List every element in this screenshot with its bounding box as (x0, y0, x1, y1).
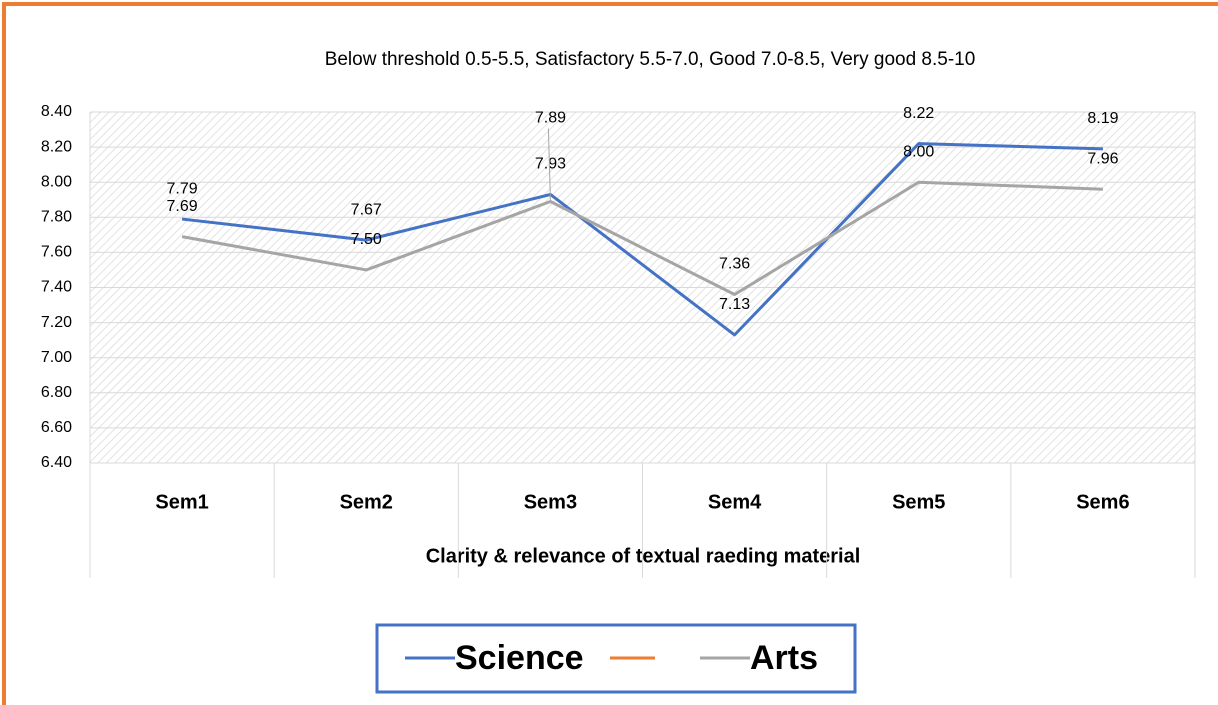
data-label: 7.89 (535, 110, 566, 127)
x-tick-label: Sem6 (1076, 491, 1129, 513)
y-tick-label: 8.40 (41, 103, 72, 120)
y-tick-label: 7.00 (41, 349, 72, 366)
x-tick-label: Sem4 (708, 491, 762, 513)
y-tick-label: 8.00 (41, 173, 72, 190)
data-label: 7.13 (719, 296, 750, 313)
data-label: 8.22 (903, 105, 934, 122)
data-label: 8.19 (1087, 110, 1118, 127)
x-tick-label: Sem5 (892, 491, 945, 513)
y-tick-label: 8.20 (41, 138, 72, 155)
series-line (181, 142, 1103, 337)
data-label: 8.00 (903, 143, 934, 160)
data-label: 7.36 (719, 256, 750, 273)
legend-label: Arts (750, 639, 818, 677)
data-label: 7.69 (167, 198, 198, 215)
y-tick-label: 7.80 (41, 209, 72, 226)
y-tick-label: 6.40 (41, 454, 72, 471)
data-label: 7.96 (1087, 150, 1118, 167)
x-tick-label: Sem1 (155, 491, 208, 513)
y-tick-label: 7.40 (41, 279, 72, 296)
data-label: 7.79 (167, 180, 198, 197)
y-tick-label: 6.80 (41, 384, 72, 401)
y-tick-label: 7.20 (41, 314, 72, 331)
leader-line (547, 128, 551, 202)
legend-label: Science (455, 639, 584, 677)
y-tick-label: 7.60 (41, 244, 72, 261)
data-label: 7.67 (351, 201, 382, 218)
x-tick-label: Sem3 (524, 491, 577, 513)
data-label: 7.93 (535, 156, 566, 173)
data-label: 7.50 (351, 231, 382, 248)
series-line (181, 180, 1103, 297)
chart-title: Below threshold 0.5-5.5, Satisfactory 5.… (325, 49, 976, 70)
y-tick-label: 6.60 (41, 419, 72, 436)
x-tick-label: Sem2 (340, 491, 393, 513)
